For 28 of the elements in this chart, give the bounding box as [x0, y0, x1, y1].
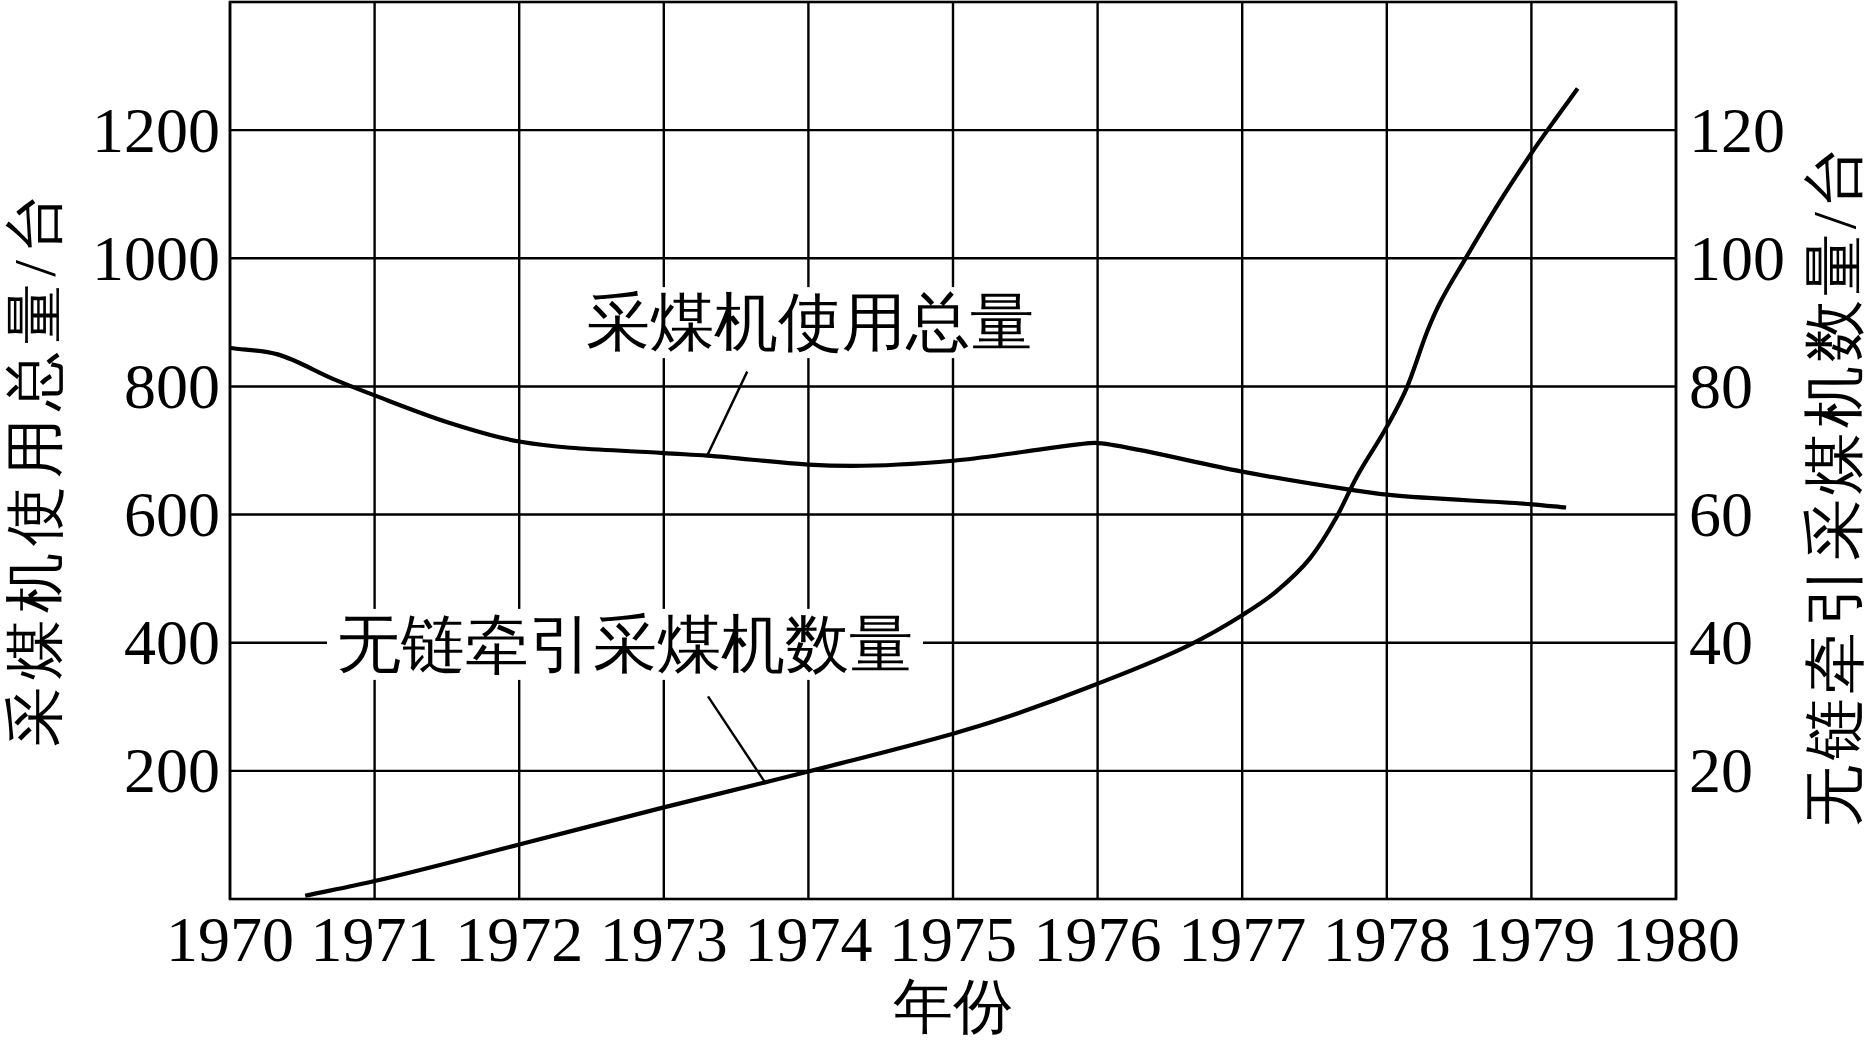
y2-tick-label: 80: [1689, 350, 1753, 422]
x-tick-label: 1973: [599, 903, 728, 975]
x-tick-label: 1971: [310, 903, 439, 975]
x-tick-label: 1975: [889, 903, 1017, 975]
x-tick-label: 1970: [166, 903, 294, 975]
x-tick-label: 1978: [1322, 903, 1451, 975]
x-tick-label: 1976: [1033, 903, 1162, 975]
x-tick-label: 1977: [1178, 903, 1307, 975]
y-tick-label: 400: [124, 607, 220, 679]
y2-tick-label: 40: [1689, 607, 1753, 679]
y2-tick-label: 60: [1689, 479, 1753, 551]
y-tick-label: 800: [124, 350, 220, 422]
y-tick-label: 1000: [92, 222, 220, 294]
series-label: 无链牵引采煤机数量: [337, 608, 914, 680]
series-label: 采煤机使用总量: [586, 287, 1035, 359]
y-tick-label: 200: [124, 735, 220, 807]
x-tick-label: 1974: [744, 903, 873, 975]
y2-tick-label: 120: [1689, 94, 1785, 166]
y-axis-title: 采煤机使用总量/台: [2, 193, 68, 747]
y2-tick-label: 20: [1689, 735, 1753, 807]
y-tick-label: 1200: [92, 94, 220, 166]
x-tick-label: 1972: [455, 903, 584, 975]
y2-axis-title: 无链牵引采煤机数量/台: [1800, 145, 1868, 827]
y-tick-label: 600: [124, 479, 220, 551]
x-tick-label: 1980: [1612, 903, 1740, 975]
x-tick-label: 1979: [1467, 903, 1596, 975]
x-axis-title: 年份: [893, 974, 1013, 1040]
y2-tick-label: 100: [1689, 222, 1785, 294]
